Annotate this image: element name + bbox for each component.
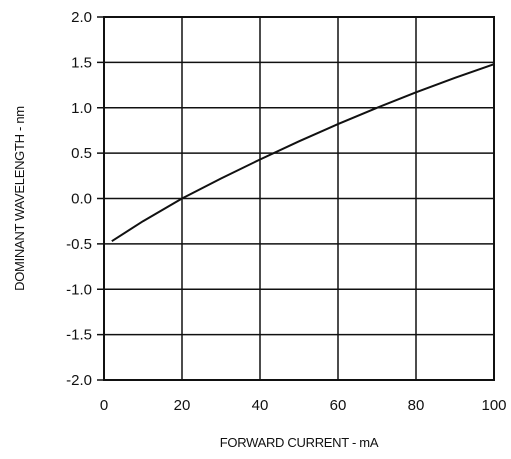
y-axis-label: DOMINANT WAVELENGTH - nm [12, 106, 27, 291]
x-tick-label: 20 [174, 397, 191, 414]
y-tick-label: -1.0 [66, 281, 92, 298]
y-tick-label: 0.5 [71, 145, 92, 162]
x-tick-label: 0 [100, 397, 108, 414]
plot-frame [103, 16, 495, 381]
y-tick-label: -1.5 [66, 327, 92, 344]
y-tick-label: -0.5 [66, 236, 92, 253]
series-line [111, 63, 495, 243]
x-tick-labels: 0 20 40 60 80 100 [100, 397, 507, 414]
x-tick-label: 100 [481, 397, 506, 414]
y-tick-labels: 2.0 1.5 1.0 0.5 0.0 -0.5 -1.0 -1.5 -2.0 [66, 9, 92, 389]
x-tick-label: 80 [408, 397, 425, 414]
x-tick-label: 40 [252, 397, 269, 414]
y-tick-label: 0.0 [71, 191, 92, 208]
x-axis-label: FORWARD CURRENT - mA [220, 435, 379, 450]
grid-lines [97, 16, 494, 381]
x-tick-label: 60 [330, 397, 347, 414]
y-tick-label: 2.0 [71, 9, 92, 26]
y-tick-label: 1.5 [71, 54, 92, 71]
y-tick-label: 1.0 [71, 100, 92, 117]
y-tick-label: -2.0 [66, 372, 92, 389]
series-layer [111, 63, 495, 243]
